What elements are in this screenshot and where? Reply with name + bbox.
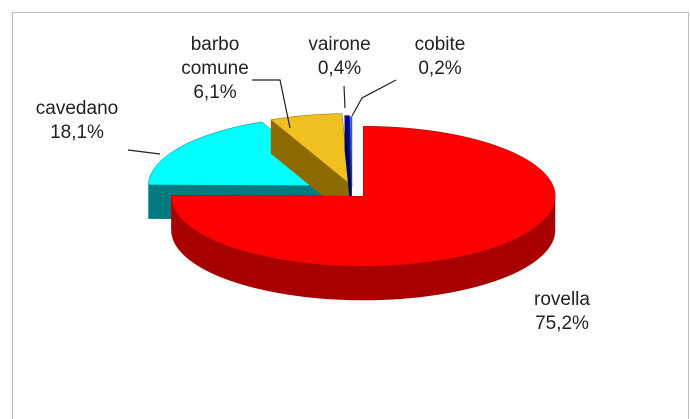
slice-label: cobite 0,2%: [395, 33, 485, 81]
category-label: cavedano: [35, 98, 119, 119]
value-label: 0,4%: [317, 58, 362, 79]
slice-group: [349, 116, 353, 221]
leader-line: [127, 149, 161, 155]
slice-label: cavedano 18,1%: [22, 97, 132, 145]
slice-wall: [270, 119, 350, 218]
value-label: 6,1%: [193, 82, 237, 103]
slice-wall: [344, 115, 352, 220]
slice-label: rovella 75,2%: [520, 288, 604, 336]
pie: [148, 113, 556, 301]
slice: [171, 126, 556, 267]
leader-line: [343, 85, 346, 109]
slice-label: barbo comune 6,1%: [165, 33, 265, 105]
category-label: rovella: [534, 289, 590, 310]
category-label: barbo comune: [181, 34, 249, 79]
slice: [349, 116, 353, 187]
slice: [270, 113, 350, 185]
slice-side: [171, 196, 556, 301]
slice-group: [270, 113, 350, 218]
value-label: 18,1%: [50, 122, 104, 143]
leader-line: [252, 79, 291, 129]
value-label: 0,2%: [418, 58, 462, 79]
leader-line: [351, 79, 397, 117]
leader-lines: [127, 79, 397, 155]
chart-frame: [12, 12, 689, 419]
category-label: vairone: [308, 34, 371, 55]
slice-group: [171, 126, 556, 301]
slice-wall: [349, 116, 352, 221]
value-label: 75,2%: [535, 313, 589, 334]
slice-label: vairone 0,4%: [292, 33, 387, 81]
category-label: cobite: [414, 34, 466, 55]
